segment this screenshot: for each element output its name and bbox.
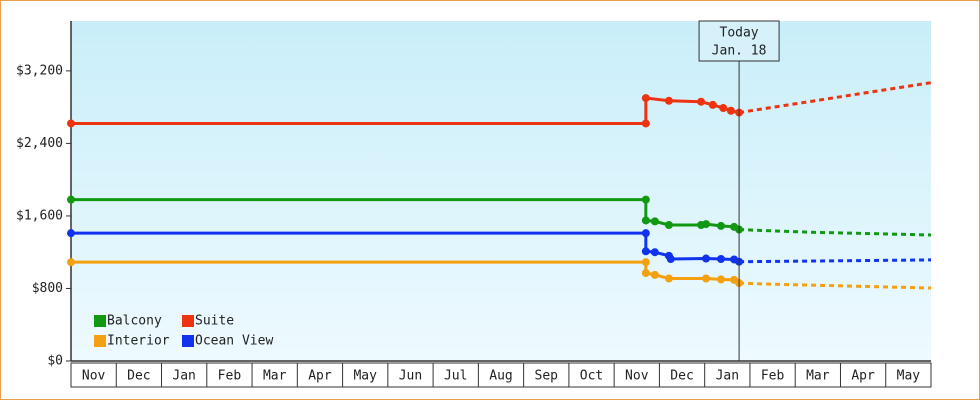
today-box xyxy=(698,20,780,62)
x-tick-label: Nov xyxy=(625,369,649,384)
price-point xyxy=(641,216,650,225)
x-tick-label: Dec xyxy=(127,369,150,384)
x-tick-label: Aug xyxy=(489,369,512,384)
forecast-line xyxy=(739,228,932,237)
x-tick-label: Apr xyxy=(851,369,875,384)
legend-swatch xyxy=(182,335,194,347)
price-point xyxy=(664,221,673,229)
x-tick-label: Dec xyxy=(670,369,693,384)
x-tick-label: Apr xyxy=(308,369,332,384)
y-tick-label: $0 xyxy=(47,354,63,369)
legend-label: Interior xyxy=(107,334,170,349)
price-point xyxy=(719,104,728,113)
price-point xyxy=(67,229,75,238)
y-tick-label: $1,600 xyxy=(16,208,63,223)
forecast-line xyxy=(739,258,932,264)
x-tick-label: Sep xyxy=(535,369,559,384)
y-tick-label: $800 xyxy=(32,281,63,296)
price-point xyxy=(716,255,725,263)
y-tick-label: $2,400 xyxy=(16,136,63,151)
legend-label: Suite xyxy=(195,314,234,329)
price-point xyxy=(641,247,650,256)
price-point xyxy=(641,94,650,103)
forecast-line xyxy=(739,281,932,290)
x-tick-label: Jun xyxy=(399,369,422,384)
x-tick-label: Mar xyxy=(263,369,287,384)
legend-swatch xyxy=(182,315,194,327)
price-point xyxy=(702,254,711,263)
today-label: Today xyxy=(720,26,759,41)
x-tick-label: Oct xyxy=(580,369,603,384)
x-tick-label: Feb xyxy=(218,369,242,384)
price-point xyxy=(641,229,650,238)
price-point xyxy=(716,221,725,230)
price-point xyxy=(650,270,659,279)
price-point xyxy=(67,119,75,128)
price-point xyxy=(641,269,650,278)
legend-swatch xyxy=(94,315,106,327)
x-tick-label: Jul xyxy=(444,369,467,384)
today-label: Jan. 18 xyxy=(712,44,767,59)
price-point xyxy=(664,274,673,283)
price-point xyxy=(67,258,75,267)
x-tick-label: Feb xyxy=(761,369,785,384)
price-point xyxy=(666,255,675,263)
price-point xyxy=(702,220,711,229)
price-point xyxy=(650,248,659,257)
price-point xyxy=(702,274,711,283)
price-point xyxy=(697,97,706,106)
price-point xyxy=(708,100,717,109)
x-tick-label: May xyxy=(353,369,377,384)
x-tick-label: Jan xyxy=(172,369,195,384)
price-line xyxy=(71,198,740,231)
x-tick-label: May xyxy=(897,369,921,384)
price-point xyxy=(67,195,75,204)
x-axis-box xyxy=(70,362,932,388)
y-tick-label: $3,200 xyxy=(16,63,63,78)
price-point xyxy=(650,217,659,226)
x-tick-label: Nov xyxy=(82,369,106,384)
plot-area xyxy=(71,21,931,361)
x-tick-label: Jan xyxy=(716,369,739,384)
price-point xyxy=(726,106,735,115)
price-point xyxy=(641,195,650,204)
price-point xyxy=(641,258,650,267)
legend-label: Ocean View xyxy=(195,334,273,349)
legend-label: Balcony xyxy=(107,314,162,329)
price-point xyxy=(641,119,650,128)
price-point xyxy=(716,275,725,284)
legend-swatch xyxy=(94,335,106,347)
x-tick-label: Mar xyxy=(806,369,830,384)
price-point xyxy=(664,96,673,105)
